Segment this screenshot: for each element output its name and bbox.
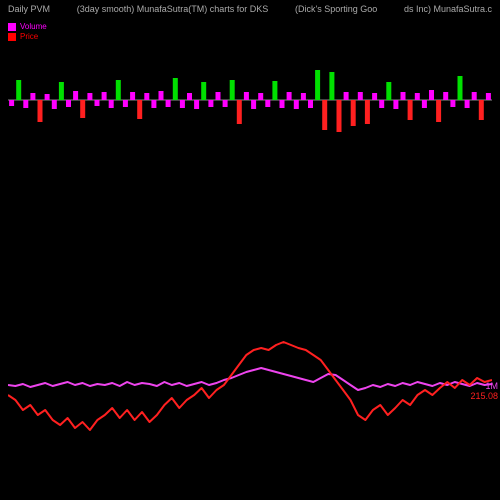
legend-price: Price [8, 32, 47, 41]
chart-header: Daily PVM (3day smooth) MunafaSutra(TM) … [0, 4, 500, 20]
price-chart [8, 300, 492, 470]
price-panel [8, 300, 492, 470]
right-axis-labels: 1M 215.08 [470, 382, 498, 402]
legend-price-label: Price [20, 32, 38, 41]
legend-volume: Volume [8, 22, 47, 31]
header-mid1: (3day smooth) MunafaSutra(TM) charts for… [77, 4, 269, 20]
volume-chart [8, 60, 492, 180]
header-mid2: (Dick's Sporting Goo [295, 4, 377, 20]
header-left: Daily PVM [8, 4, 50, 20]
volume-swatch [8, 23, 16, 31]
header-right: ds Inc) MunafaSutra.c [404, 4, 492, 20]
label-price-value: 215.08 [470, 392, 498, 402]
price-swatch [8, 33, 16, 41]
volume-panel [8, 60, 492, 180]
legend-volume-label: Volume [20, 22, 47, 31]
legend: Volume Price [8, 22, 47, 42]
